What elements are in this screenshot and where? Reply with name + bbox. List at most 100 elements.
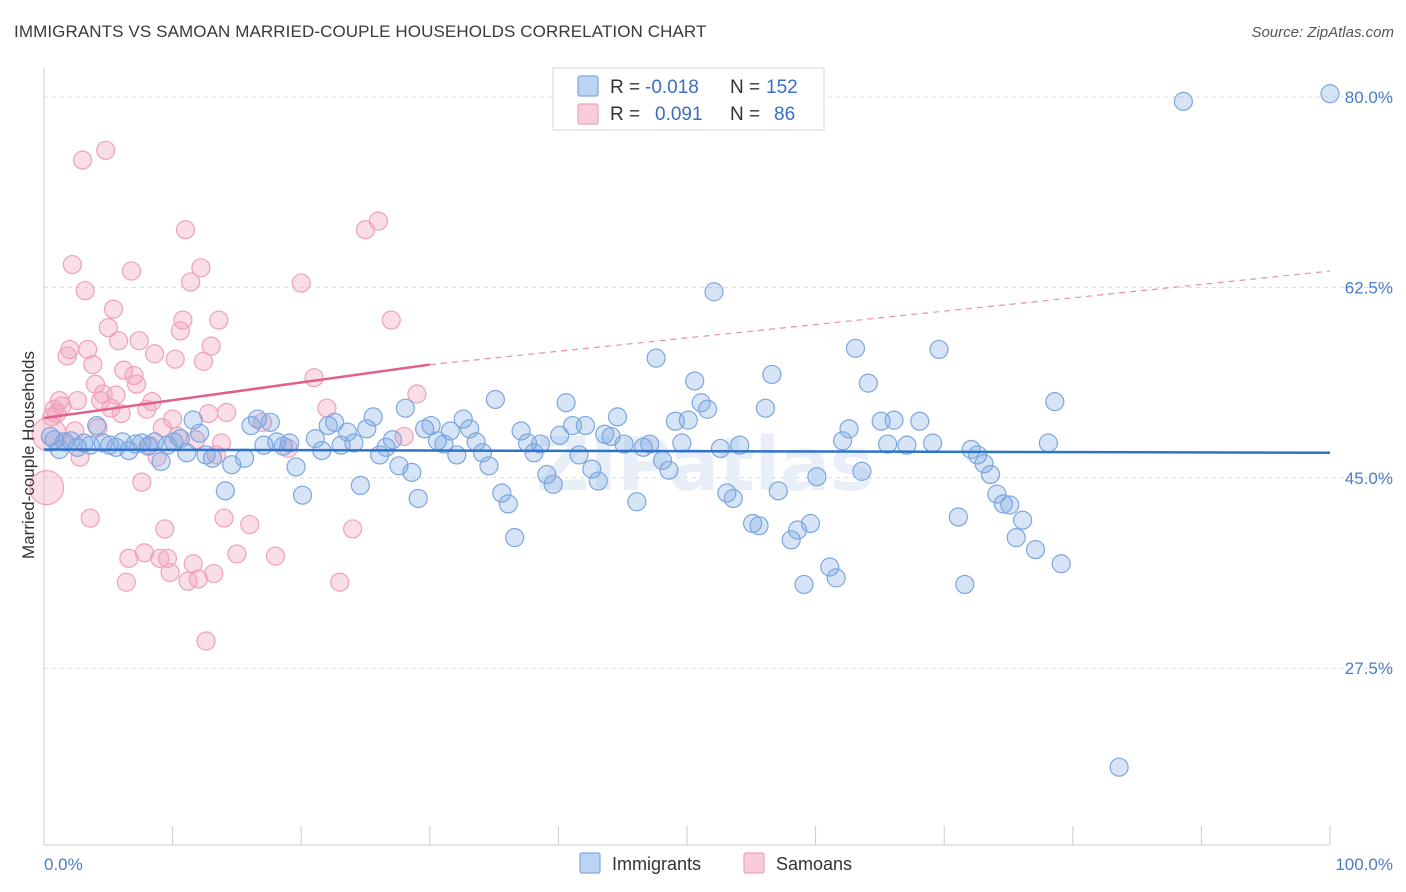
samoans-point-26 — [103, 299, 124, 319]
immigrants-point-8 — [87, 415, 107, 436]
samoans-point-69 — [214, 508, 234, 528]
samoans-point-44 — [150, 548, 170, 568]
watermark: ZIPatlas — [536, 422, 874, 508]
legend-r-value-1: -0.018 — [645, 77, 699, 98]
immigrants-point-116 — [826, 568, 846, 588]
immigrants-point-104 — [730, 435, 750, 455]
bottom-legend: Immigrants Samoans — [579, 852, 852, 874]
immigrants-point-46 — [350, 475, 370, 496]
axes — [43, 68, 1331, 846]
immigrants-point-101 — [710, 438, 731, 459]
immigrants-point-88 — [627, 492, 647, 512]
immigrants-point-26 — [202, 448, 223, 468]
samoans-point-65 — [204, 563, 224, 584]
y-tick-label-3: 80.0% — [1345, 88, 1393, 107]
immigrants-point-97 — [685, 371, 705, 391]
immigrants-point-80 — [569, 445, 589, 465]
samoans-point-60 — [191, 258, 211, 278]
immigrants-point-123 — [878, 434, 898, 454]
bottom-legend-label-samoans: Samoans — [776, 854, 852, 874]
samoans-point-77 — [304, 368, 324, 388]
immigrants-point-38 — [292, 485, 313, 505]
legend-swatch-immigrants — [577, 75, 599, 97]
samoans-point-61 — [193, 351, 214, 371]
immigrants-point-124 — [884, 410, 904, 430]
samoans-point-74 — [265, 546, 286, 566]
bottom-legend-swatch-samoans — [743, 852, 765, 874]
immigrants-point-71 — [511, 421, 531, 441]
immigrants-point-91 — [646, 348, 666, 368]
immigrants-point-21 — [170, 429, 190, 449]
immigrants-point-50 — [376, 437, 396, 457]
x-tick-labels: 0.0% 100.0% — [44, 855, 1393, 874]
samoans-point-28 — [108, 331, 129, 351]
trend-lines — [43, 270, 1331, 455]
immigrants-point-125 — [897, 435, 917, 455]
samoans-point-33 — [121, 261, 142, 281]
immigrants-point-18 — [151, 451, 171, 472]
immigrants-point-100 — [704, 282, 724, 302]
samoans-point-72 — [240, 514, 260, 535]
immigrants-point-145 — [1320, 84, 1340, 104]
samoans-point-70 — [217, 402, 237, 423]
y-tick-labels: 27.5% 45.0% 62.5% 80.0% — [1345, 88, 1393, 678]
immigrants-point-108 — [762, 364, 782, 385]
samoans-point-54 — [175, 220, 196, 240]
legend-n-label-2: N = — [730, 104, 760, 125]
samoans-point-17 — [80, 508, 100, 528]
legend-swatch-samoans — [577, 103, 599, 125]
legend-r-label-1: R = — [610, 77, 640, 98]
immigrants-point-127 — [923, 433, 943, 453]
immigrants-point-77 — [550, 425, 570, 445]
immigrants-point-110 — [781, 530, 801, 550]
samoans-point-68 — [211, 433, 232, 453]
immigrants-point-69 — [498, 494, 518, 514]
immigrants-point-121 — [858, 373, 878, 393]
samoans-point-62 — [196, 631, 216, 651]
immigrants-point-142 — [1045, 392, 1065, 412]
immigrants-point-95 — [672, 433, 692, 453]
y-tick-label-0: 27.5% — [1345, 659, 1393, 678]
immigrants-point-33 — [260, 412, 280, 432]
samoans-point-57 — [183, 554, 203, 574]
immigrants-point-130 — [955, 574, 975, 595]
immigrants-point-76 — [543, 474, 563, 494]
immigrants-point-109 — [768, 481, 788, 501]
immigrants-point-53 — [395, 398, 415, 418]
immigrants-point-39 — [305, 429, 325, 449]
samoans-point-37 — [132, 472, 152, 492]
immigrants-point-106 — [749, 516, 769, 536]
immigrants-point-61 — [447, 445, 467, 465]
x-tick-label-1: 100.0% — [1335, 855, 1393, 874]
samoans-point-50 — [165, 349, 185, 369]
immigrants-point-87 — [614, 434, 634, 454]
immigrants-point-55 — [408, 488, 428, 509]
immigrants-point-112 — [794, 574, 814, 595]
samoans-point-10 — [62, 254, 82, 275]
immigrants-point-68 — [492, 483, 512, 503]
samoans-point-48 — [160, 562, 180, 583]
immigrants-point-48 — [363, 407, 383, 427]
immigrants-point-146 — [1109, 757, 1129, 777]
samoans-point-64 — [201, 336, 221, 356]
bottom-legend-swatch-immigrants — [579, 852, 601, 874]
immigrants-point-86 — [607, 407, 628, 427]
y-tick-label-2: 62.5% — [1345, 278, 1393, 297]
samoans-point-82 — [368, 211, 388, 231]
samoans-point-35 — [126, 374, 147, 394]
immigrants-point-78 — [556, 393, 576, 413]
y-tick-label-1: 45.0% — [1345, 469, 1393, 488]
samoans-point-76 — [291, 273, 311, 293]
legend-n-value-1: 152 — [766, 77, 798, 98]
immigrants-point-136 — [993, 494, 1013, 514]
immigrants-point-126 — [910, 411, 930, 431]
immigrants-point-54 — [402, 462, 422, 482]
immigrants-point-67 — [485, 389, 505, 410]
samoans-point-24 — [98, 318, 118, 338]
immigrants-point-44 — [337, 422, 358, 442]
samoans-point-71 — [227, 544, 247, 564]
legend-n-value-2: 86 — [774, 104, 795, 125]
samoans-point-80 — [343, 519, 363, 539]
immigrants-point-47 — [357, 419, 377, 439]
immigrants-point-75 — [537, 464, 557, 485]
